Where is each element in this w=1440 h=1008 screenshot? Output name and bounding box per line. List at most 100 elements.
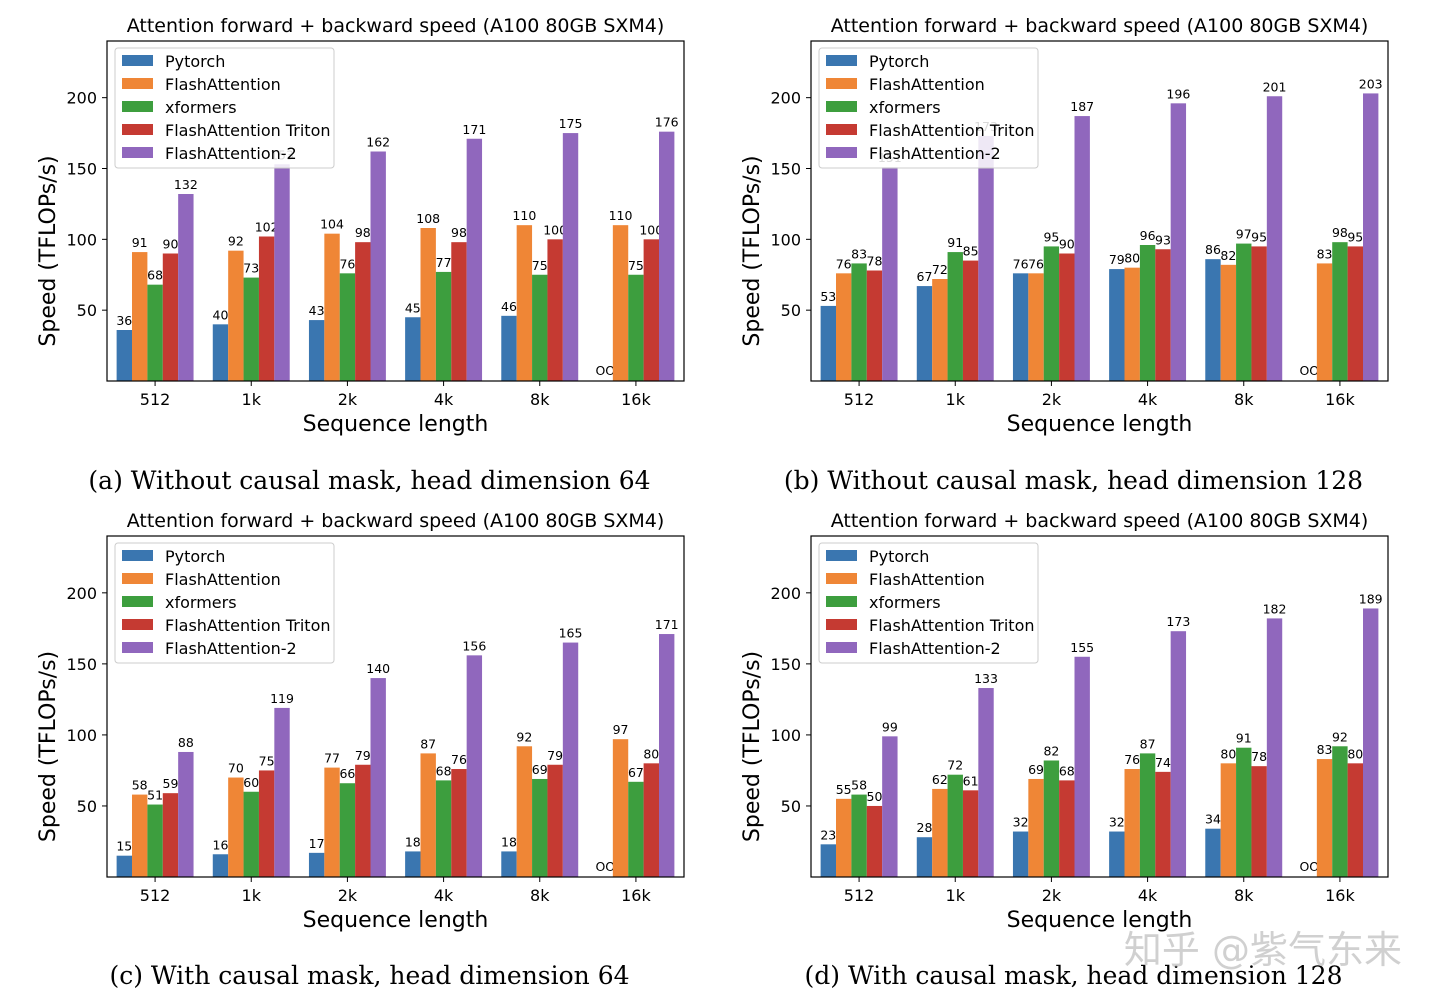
data-label: 45 — [405, 300, 421, 315]
data-label: 17 — [309, 836, 325, 851]
chart-title: Attention forward + backward speed (A100… — [127, 510, 665, 532]
x-tick-label: 16k — [621, 390, 651, 409]
x-tick-label: 1k — [242, 390, 262, 409]
bar-flashattention-2 — [882, 736, 898, 877]
bar-flashattention — [1028, 273, 1044, 381]
data-label: 95 — [1347, 229, 1363, 244]
chart-panel-0: Attention forward + backward speed (A100… — [36, 15, 685, 495]
data-label: 110 — [609, 208, 633, 223]
bar-flashattention-2 — [1363, 93, 1379, 382]
bar-pytorch — [916, 286, 933, 381]
y-tick-label: 100 — [66, 726, 97, 745]
legend-label: xformers — [869, 593, 941, 612]
x-axis-label: Sequence length — [1007, 412, 1193, 437]
bar-flashattention-2 — [370, 678, 386, 877]
bar-flashattention-triton — [1251, 766, 1267, 877]
data-label: 156 — [462, 638, 486, 653]
x-tick-label: 1k — [946, 390, 966, 409]
data-label: 58 — [132, 778, 148, 793]
y-axis-label: Speed (TFLOPs/s) — [36, 155, 61, 346]
data-label: 72 — [932, 262, 948, 277]
y-tick-label: 50 — [77, 797, 97, 816]
chart-panel-3: Attention forward + backward speed (A100… — [740, 510, 1389, 990]
x-tick-label: 1k — [242, 886, 262, 905]
bar-flashattention — [516, 746, 533, 877]
x-tick-label: 16k — [1325, 390, 1355, 409]
legend-swatch — [122, 596, 153, 607]
bar-xformers — [339, 273, 356, 381]
data-label: 79 — [547, 748, 563, 763]
chart-title: Attention forward + backward speed (A100… — [127, 15, 665, 37]
plot-frame — [810, 40, 1389, 382]
data-label: 98 — [1332, 225, 1348, 240]
bar-xformers — [243, 791, 259, 877]
data-label: 68 — [1059, 763, 1075, 778]
chart-title: Attention forward + backward speed (A100… — [831, 510, 1369, 532]
data-label: 53 — [820, 289, 836, 304]
data-label: 91 — [1236, 731, 1252, 746]
chart-title: Attention forward + backward speed (A100… — [831, 15, 1369, 37]
plot-frame — [106, 40, 685, 382]
bar-flashattention-2 — [978, 688, 994, 877]
x-tick-label: 1k — [946, 886, 966, 905]
bar-pytorch — [212, 854, 229, 877]
data-label: 75 — [259, 753, 275, 768]
y-tick-label: 50 — [77, 301, 97, 320]
bar-pytorch — [1012, 831, 1029, 877]
bar-flashattention-2 — [274, 164, 290, 381]
bar-flashattention-triton — [162, 253, 179, 381]
data-label: 75 — [628, 258, 644, 273]
data-label: 162 — [366, 135, 390, 150]
data-label: 77 — [324, 751, 340, 766]
data-label: 73 — [243, 261, 259, 276]
bar-flashattention — [1220, 264, 1237, 381]
bar-flashattention — [420, 228, 436, 381]
bar-xformers — [1236, 747, 1252, 877]
legend-box — [114, 47, 335, 169]
data-label: 98 — [355, 225, 371, 240]
legend-swatch — [826, 78, 857, 89]
legend-swatch — [122, 550, 153, 561]
x-axis-label: Sequence length — [1007, 908, 1193, 933]
legend-label: FlashAttention-2 — [165, 639, 297, 658]
data-label: 40 — [213, 307, 229, 322]
bar-pytorch — [308, 852, 325, 877]
bar-xformers — [532, 274, 548, 381]
figure-caption: (d) With causal mask, head dimension 128 — [805, 961, 1343, 990]
data-label: 165 — [559, 626, 583, 641]
bar-flashattention-triton — [1347, 246, 1363, 381]
bar-xformers — [851, 263, 867, 381]
bar-flashattention-triton — [643, 239, 659, 381]
bar-flashattention-triton — [258, 770, 275, 877]
data-label: 102 — [255, 220, 279, 235]
y-axis-label: Speed (TFLOPs/s) — [36, 651, 61, 842]
data-label: 201 — [1263, 79, 1287, 94]
bar-flashattention-2 — [659, 634, 675, 877]
bar-pytorch — [1012, 273, 1029, 381]
bar-flashattention-2 — [178, 194, 194, 381]
bar-flashattention — [836, 273, 852, 381]
bar-flashattention-triton — [1059, 253, 1075, 381]
bar-flashattention — [228, 777, 244, 877]
data-label: 132 — [174, 177, 198, 192]
legend-label: FlashAttention-2 — [869, 144, 1001, 163]
legend: Pytorch FlashAttention xformers FlashAttent… — [114, 542, 335, 664]
data-label: 90 — [163, 237, 179, 252]
x-tick-label: 2k — [1042, 390, 1062, 409]
data-label: 83 — [1317, 246, 1333, 261]
legend-swatch — [122, 101, 153, 112]
legend-label: FlashAttention — [165, 570, 281, 589]
bar-pytorch — [308, 320, 325, 381]
data-label: 76 — [451, 752, 467, 767]
x-tick-label: 2k — [338, 390, 358, 409]
data-label: 76 — [1028, 256, 1044, 271]
data-label: 196 — [1166, 86, 1190, 101]
data-label: 110 — [512, 208, 536, 223]
bar-flashattention — [612, 225, 629, 381]
data-label: 100 — [543, 222, 567, 237]
bar-flashattention-2 — [466, 655, 483, 877]
legend-label: FlashAttention Triton — [869, 121, 1035, 140]
bar-flashattention — [932, 279, 948, 381]
data-label: 104 — [320, 217, 344, 232]
